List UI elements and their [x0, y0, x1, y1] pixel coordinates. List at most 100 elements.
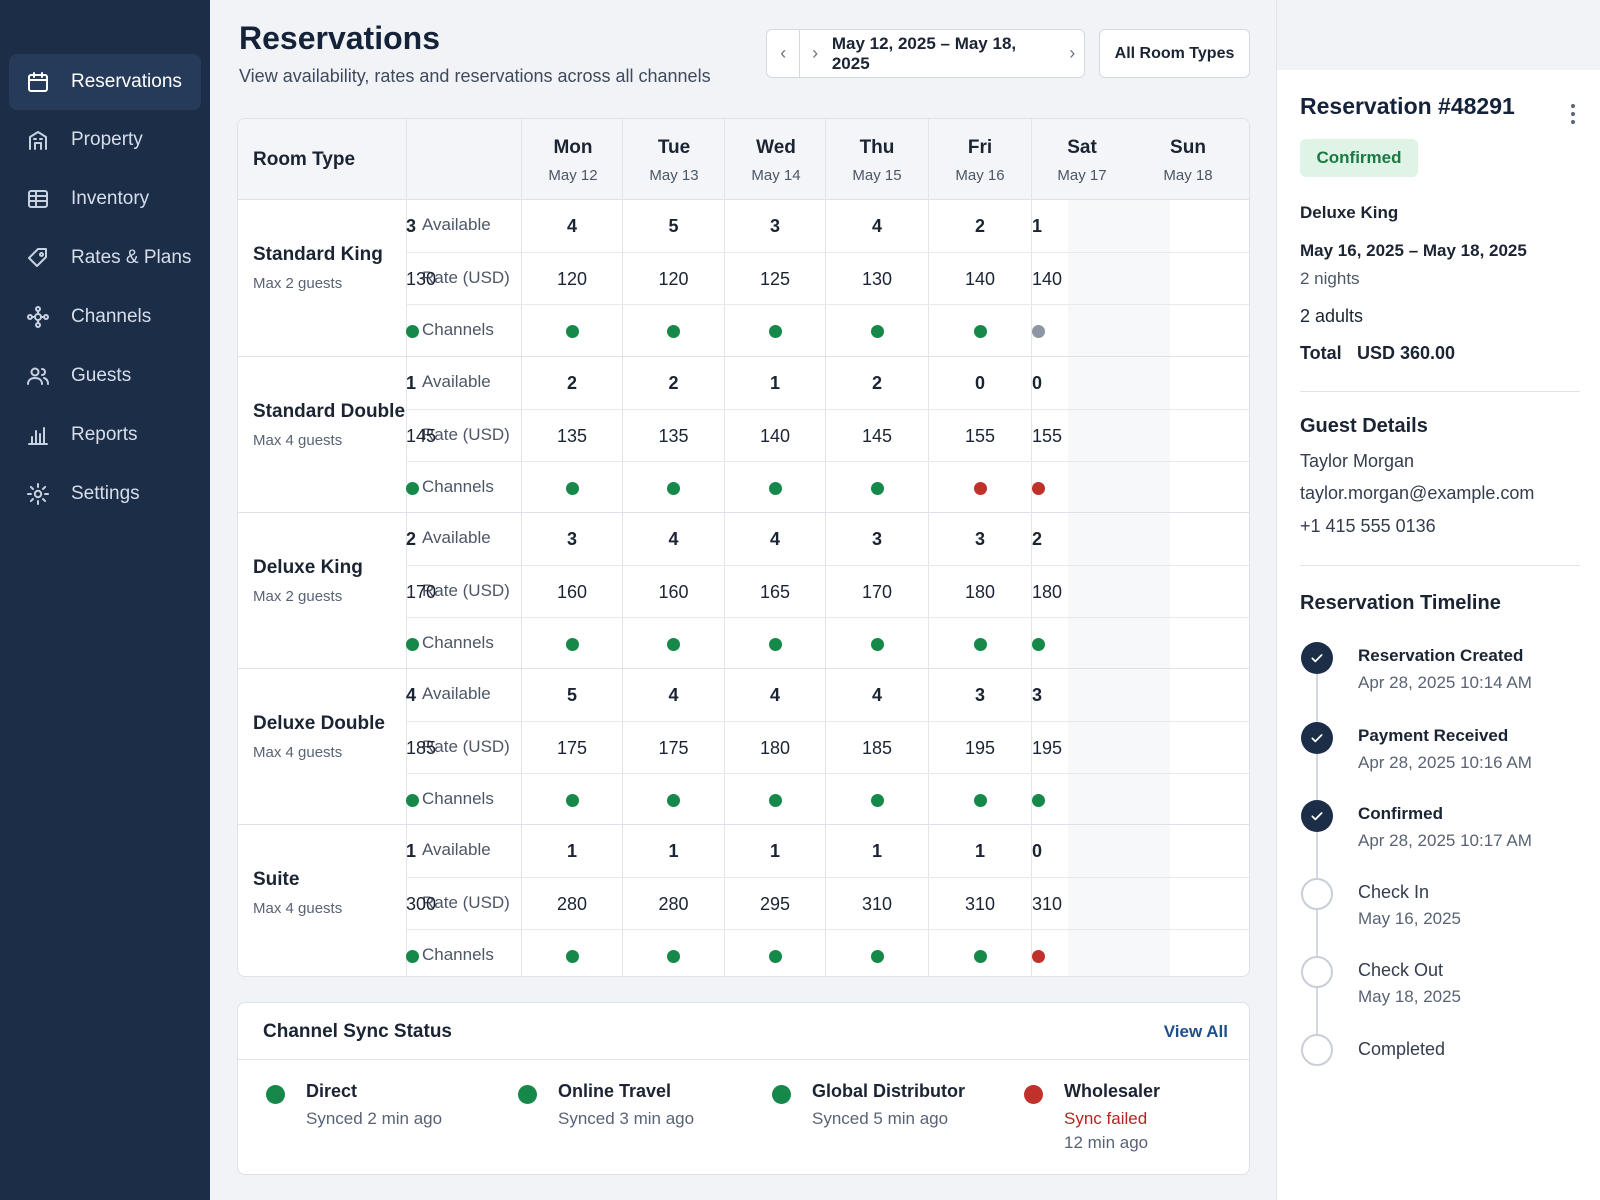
channel-status-dot[interactable]	[667, 637, 680, 651]
available-cell[interactable]: 3	[566, 528, 577, 549]
channel-status-dot[interactable]	[667, 793, 680, 807]
available-cell[interactable]: 5	[668, 215, 679, 236]
channel-status-dot[interactable]	[768, 793, 782, 807]
sidebar-item-channels[interactable]: Channels	[9, 289, 201, 345]
date-range-label[interactable]: May 12, 2025 – May 18, 2025	[831, 33, 1017, 73]
available-cell[interactable]: 3	[1032, 684, 1043, 705]
rate-cell[interactable]: 120	[556, 268, 588, 289]
channel-status-dot[interactable]	[1032, 324, 1045, 338]
rate-cell[interactable]: 135	[556, 425, 588, 446]
available-cell[interactable]: 1	[668, 840, 679, 861]
rate-cell[interactable]: 170	[406, 581, 437, 602]
sidebar-item-reservations[interactable]: Reservations	[9, 54, 201, 110]
available-cell[interactable]: 1	[769, 372, 780, 393]
rate-cell[interactable]: 145	[861, 425, 893, 446]
channel-status-dot[interactable]	[768, 949, 782, 963]
rate-cell[interactable]: 165	[759, 581, 791, 602]
available-cell[interactable]: 2	[406, 528, 417, 549]
channel-status-dot[interactable]	[667, 481, 680, 495]
channel-status-dot[interactable]	[406, 324, 419, 338]
rate-cell[interactable]: 160	[658, 581, 689, 602]
channel-status-dot[interactable]	[870, 793, 884, 807]
available-cell[interactable]: 1	[769, 840, 780, 861]
rate-cell[interactable]: 120	[658, 268, 689, 289]
sidebar-item-inventory[interactable]: Inventory	[9, 171, 201, 227]
rate-cell[interactable]: 195	[1032, 737, 1063, 758]
guest-phone[interactable]: +1 415 555 0136	[1300, 516, 1436, 536]
channel-status-dot[interactable]	[1032, 637, 1045, 651]
available-cell[interactable]: 1	[974, 840, 985, 861]
sidebar-item-guests[interactable]: Guests	[9, 348, 201, 404]
channel-status-dot[interactable]	[406, 637, 419, 651]
rate-cell[interactable]: 170	[861, 581, 893, 602]
rate-cell[interactable]: 180	[964, 581, 996, 602]
channel-status-dot[interactable]	[667, 324, 680, 338]
rate-cell[interactable]: 155	[1032, 425, 1063, 446]
rate-cell[interactable]: 130	[406, 268, 437, 289]
available-cell[interactable]: 3	[769, 215, 780, 236]
available-cell[interactable]: 5	[566, 684, 577, 705]
available-cell[interactable]: 2	[974, 215, 985, 236]
available-cell[interactable]: 1	[566, 840, 577, 861]
channel-status-dot[interactable]	[870, 324, 884, 338]
channel-status-dot[interactable]	[870, 481, 884, 495]
rate-cell[interactable]: 280	[556, 893, 588, 914]
available-cell[interactable]: 1	[406, 372, 417, 393]
rate-cell[interactable]: 180	[759, 737, 791, 758]
channel-status-dot[interactable]	[768, 324, 782, 338]
available-cell[interactable]: 1	[1032, 215, 1043, 236]
channel-status-dot[interactable]	[870, 637, 884, 651]
channel-status-dot[interactable]	[973, 637, 987, 651]
date-range-chevron-icon[interactable]: ›	[1069, 43, 1076, 63]
rate-cell[interactable]: 140	[759, 425, 791, 446]
rate-cell[interactable]: 135	[658, 425, 689, 446]
room-type-filter[interactable]: All Room Types	[1099, 29, 1250, 78]
rate-cell[interactable]: 155	[964, 425, 996, 446]
available-cell[interactable]: 2	[871, 372, 882, 393]
rate-cell[interactable]: 310	[861, 893, 893, 914]
sidebar-item-settings[interactable]: Settings	[9, 466, 201, 522]
channel-status-dot[interactable]	[565, 949, 579, 963]
rate-cell[interactable]: 160	[556, 581, 588, 602]
sidebar-item-reports[interactable]: Reports	[9, 407, 201, 463]
available-cell[interactable]: 4	[566, 215, 577, 236]
available-cell[interactable]: 4	[769, 684, 780, 705]
available-cell[interactable]: 2	[1032, 528, 1043, 549]
channel-status-dot[interactable]	[565, 324, 579, 338]
available-cell[interactable]: 4	[668, 684, 679, 705]
channel-status-dot[interactable]	[565, 637, 579, 651]
available-cell[interactable]: 3	[974, 684, 985, 705]
channel-status-dot[interactable]	[1032, 793, 1045, 807]
available-cell[interactable]: 0	[974, 372, 985, 393]
rate-cell[interactable]: 185	[861, 737, 893, 758]
channel-status-dot[interactable]	[667, 949, 680, 963]
channel-status-dot[interactable]	[973, 481, 987, 495]
available-cell[interactable]: 3	[871, 528, 882, 549]
sidebar-item-property[interactable]: Property	[9, 112, 201, 168]
available-cell[interactable]: 4	[871, 684, 882, 705]
rate-cell[interactable]: 145	[406, 425, 437, 446]
channel-status-dot[interactable]	[870, 949, 884, 963]
available-cell[interactable]: 3	[974, 528, 985, 549]
chevron-left-icon[interactable]: ‹	[767, 30, 801, 77]
available-cell[interactable]: 2	[668, 372, 679, 393]
available-cell[interactable]: 4	[769, 528, 780, 549]
rate-cell[interactable]: 140	[964, 268, 996, 289]
rate-cell[interactable]: 195	[964, 737, 996, 758]
available-cell[interactable]: 4	[406, 684, 417, 705]
rate-cell[interactable]: 125	[759, 268, 791, 289]
rate-cell[interactable]: 185	[406, 737, 437, 758]
rate-cell[interactable]: 310	[1032, 893, 1063, 914]
available-cell[interactable]: 4	[668, 528, 679, 549]
rate-cell[interactable]: 140	[1032, 268, 1063, 289]
available-cell[interactable]: 4	[871, 215, 882, 236]
rate-cell[interactable]: 280	[658, 893, 689, 914]
rate-cell[interactable]: 310	[964, 893, 996, 914]
channel-status-dot[interactable]	[565, 481, 579, 495]
rate-cell[interactable]: 300	[406, 893, 437, 914]
view-all-link[interactable]: View All	[1163, 1022, 1228, 1041]
rate-cell[interactable]: 175	[556, 737, 588, 758]
channel-status-dot[interactable]	[406, 793, 419, 807]
guest-email[interactable]: taylor.morgan@example.com	[1300, 483, 1535, 503]
available-cell[interactable]: 2	[566, 372, 577, 393]
